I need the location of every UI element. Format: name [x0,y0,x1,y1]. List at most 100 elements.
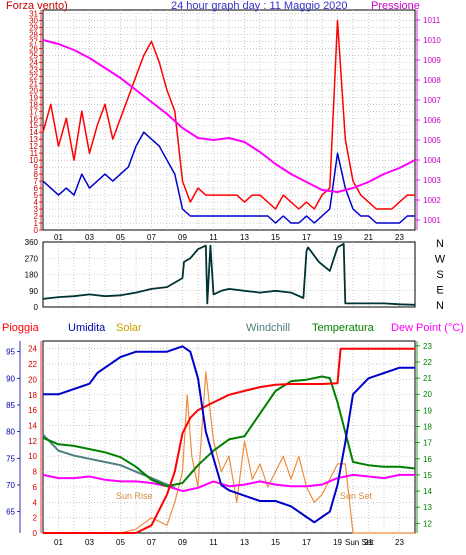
wind-force-tick-19: 19 [29,93,38,102]
rain-tick-0: 0 [33,529,38,538]
pressure-tick-1002: 1002 [423,196,441,205]
compass-W-1: W [435,254,446,266]
wind-hour-label-13: 13 [240,233,249,242]
pressure-tick-1006: 1006 [423,116,441,125]
pressure-tick-1011: 1011 [423,16,441,25]
wind-force-tick-27: 27 [29,37,38,46]
compass-N-0: N [436,238,444,250]
wind-force-tick-10: 10 [29,156,38,165]
temperature-label: Temperatura [312,322,375,334]
wind-hour-label-05: 05 [116,233,125,242]
rain-tick-6: 6 [33,483,38,492]
wind-hour-label-21: 21 [364,233,373,242]
direction-tick-0: 0 [34,303,39,312]
temperature-tick-14: 14 [423,487,432,496]
pressure-tick-1010: 1010 [423,36,441,45]
pressure-tick-1005: 1005 [423,136,441,145]
pressure-tick-1008: 1008 [423,76,441,85]
wind-force-tick-18: 18 [29,100,38,109]
direction-tick-360: 360 [25,238,39,247]
humidity-tick-65: 65 [6,508,15,517]
wind-force-tick-26: 26 [29,44,38,53]
rain-tick-8: 8 [33,468,38,477]
rain-line [43,347,415,534]
rain-hour-label-07: 07 [147,538,156,547]
wind-force-tick-28: 28 [29,30,38,39]
rain-tick-22: 22 [28,360,37,369]
wind-hour-label-23: 23 [395,233,404,242]
wind-force-tick-30: 30 [29,16,38,25]
rain-hour-label-01: 01 [54,538,63,547]
solar-label: Solar [116,322,142,334]
rain-temp-time-axis: 01 03 05 07 09 11 13 15 17 19 21 23 [54,538,404,547]
rain-hour-label-21: 21 [364,538,373,547]
solar-line [120,371,415,534]
temperature-line [42,375,416,488]
rain-label: Pioggia [2,322,40,334]
rain-tick-20: 20 [28,375,37,384]
wind-force-tick-22: 22 [29,72,38,81]
wind-force-tick-5: 5 [34,191,39,200]
wind-force-tick-11: 11 [30,149,39,158]
rain-tick-2: 2 [33,514,38,523]
rain-temp-grid [43,341,415,533]
rain-tick-10: 10 [28,452,37,461]
windchill-label: Windchill [246,322,290,334]
wind-force-tick-21: 21 [29,79,38,88]
wind-force-tick-14: 14 [29,128,38,137]
wind-force-tick-29: 29 [29,23,38,32]
pressure-tick-1009: 1009 [423,56,441,65]
wind-direction-degree-axis: 0 90 180 270 360 [25,238,39,312]
compass-E-3: E [436,285,443,297]
wind-pressure-grid [43,10,415,230]
sun-rise-annotation: Sun Rise [116,491,153,501]
wind-force-tick-1: 1 [34,219,39,228]
pressure-label: Pressione [371,0,420,12]
humidity-tick-70: 70 [6,481,15,490]
rain-hour-label-23: 23 [395,538,404,547]
pressure-line [42,39,416,193]
pressure-tick-1003: 1003 [423,176,441,185]
wind-hour-label-09: 09 [178,233,187,242]
temperature-tick-18: 18 [423,423,432,432]
wind-force-tick-23: 23 [29,65,38,74]
wind-force-tick-0: 0 [34,226,39,235]
wind-hour-label-11: 11 [209,233,218,242]
windchill-line [42,433,176,489]
wind-force-tick-8: 8 [34,170,39,179]
wind-force-tick-15: 15 [29,121,38,130]
pressure-axis: 1001 1002 1003 1004 1005 1006 1007 1008 1009 1010… [415,10,441,230]
wind-gust-line [42,19,415,210]
rain-temp-series [42,345,416,534]
rain-hour-label-05: 05 [116,538,125,547]
wind-pressure-panel: 0123456789101112131415161718192021222324… [6,0,441,242]
direction-tick-90: 90 [29,287,38,296]
wind-force-tick-24: 24 [29,58,38,67]
chart-title: 24 hour graph day : 11 Maggio 2020 [171,0,348,12]
wind-force-tick-4: 4 [34,198,39,207]
temperature-tick-17: 17 [423,439,432,448]
temperature-tick-13: 13 [423,503,432,512]
temperature-tick-19: 19 [423,406,432,415]
temperature-tick-21: 21 [423,374,432,383]
humidity-tick-85: 85 [6,401,15,410]
direction-tick-180: 180 [25,271,39,280]
rain-tick-24: 24 [28,345,37,354]
wind-hour-label-03: 03 [85,233,94,242]
wind-hour-label-17: 17 [302,233,311,242]
wind-force-axis: 0123456789101112131415161718192021222324… [29,9,43,235]
rain-tick-12: 12 [28,437,37,446]
temperature-tick-12: 12 [423,519,432,528]
wind-force-tick-6: 6 [34,184,39,193]
pressure-tick-1007: 1007 [423,96,441,105]
wind-force-tick-25: 25 [29,51,38,60]
wind-force-tick-16: 16 [29,114,38,123]
wind-force-tick-20: 20 [29,86,38,95]
wind-hour-label-19: 19 [333,233,342,242]
compass-N-4: N [436,300,444,312]
humidity-tick-95: 95 [6,348,15,357]
wind-force-tick-7: 7 [34,177,39,186]
